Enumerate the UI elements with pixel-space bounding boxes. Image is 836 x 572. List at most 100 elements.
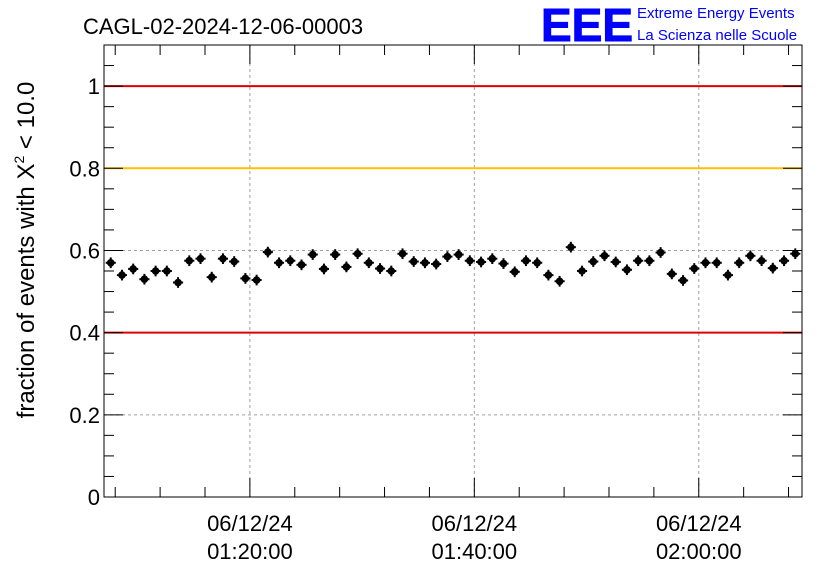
data-point [778, 255, 790, 267]
y-tick-label: 1 [88, 74, 100, 99]
marker [544, 271, 553, 279]
data-point [296, 259, 307, 271]
x-tick-label-date: 06/12/24 [207, 511, 293, 536]
data-point [722, 269, 733, 281]
y-tick-label: 0.6 [69, 238, 100, 263]
marker [477, 258, 485, 266]
marker [297, 261, 306, 269]
data-point [330, 249, 341, 260]
data-point [588, 256, 599, 267]
marker [567, 243, 575, 251]
data-point [229, 256, 240, 267]
data-point [745, 250, 756, 262]
marker [712, 258, 721, 267]
data-point [689, 263, 700, 274]
marker [780, 256, 788, 265]
marker [634, 256, 642, 265]
marker [701, 258, 710, 267]
y-tick-label: 0.8 [69, 156, 100, 181]
data-point [487, 253, 498, 265]
data-point [386, 265, 397, 277]
marker [342, 263, 351, 271]
marker [421, 258, 429, 267]
data-point [397, 248, 408, 260]
marker [724, 271, 732, 279]
marker [769, 264, 777, 272]
x-tick-label-date: 06/12/24 [656, 511, 742, 536]
marker [432, 260, 440, 268]
marker [488, 254, 497, 263]
data-point [173, 277, 184, 288]
data-point [431, 258, 442, 270]
data-point [509, 266, 520, 278]
marker [578, 267, 586, 275]
marker [757, 256, 766, 265]
marker [320, 265, 328, 273]
data-point [464, 255, 475, 267]
data-point [217, 253, 229, 265]
marker [264, 248, 272, 256]
data-point [128, 263, 139, 275]
marker [118, 271, 126, 279]
data-point [711, 257, 722, 269]
eee-logo: EEE Extreme Energy Events La Scienza nel… [541, 0, 798, 52]
marker [129, 265, 137, 273]
data-point [599, 250, 610, 262]
marker [230, 257, 238, 266]
y-axis-label: fraction of events with X2 < 10.0 [11, 82, 40, 419]
y-tick-label: 0.2 [69, 403, 100, 428]
marker [387, 267, 396, 275]
marker [510, 268, 519, 276]
y-axis-label-suffix: < 10.0 [13, 82, 40, 156]
reference-lines [104, 85, 802, 334]
data-point [419, 257, 430, 269]
x-tick-label-time: 01:20:00 [207, 539, 293, 564]
data-point [184, 255, 195, 267]
data-point [363, 257, 374, 269]
marker [668, 270, 676, 278]
data-point [666, 268, 677, 280]
marker [308, 250, 317, 259]
marker [454, 250, 463, 259]
eee-logo-mark: EEE [541, 0, 633, 51]
marker [185, 256, 194, 265]
data-point [767, 262, 778, 274]
marker [286, 256, 295, 265]
marker [656, 248, 665, 257]
marker [555, 277, 564, 286]
y-tick-labels: 0 0.2 0.4 0.6 0.8 1 [69, 74, 100, 510]
chart-title: CAGL-02-2024-12-06-00003 [83, 14, 363, 39]
data-point [442, 251, 453, 262]
data-point [734, 257, 745, 269]
marker [163, 267, 171, 275]
data-point [498, 258, 509, 269]
marker [219, 254, 227, 263]
data-point [240, 273, 251, 284]
data-point [274, 257, 285, 269]
marker [196, 254, 205, 263]
data-point [476, 256, 487, 268]
marker [331, 250, 339, 259]
data-points [105, 241, 801, 288]
data-point [700, 257, 711, 269]
marker [365, 258, 373, 267]
marker [275, 258, 283, 267]
grid [104, 45, 802, 497]
marker [409, 257, 418, 266]
data-point [161, 265, 172, 277]
marker [522, 256, 530, 265]
data-point [543, 269, 554, 281]
marker [690, 264, 699, 273]
data-point [554, 275, 565, 287]
marker [353, 249, 362, 258]
eee-logo-line1: Extreme Energy Events [637, 5, 795, 22]
data-point [577, 265, 588, 277]
marker [252, 276, 261, 284]
marker [151, 267, 160, 275]
marker [398, 249, 407, 258]
marker [746, 251, 755, 260]
eee-logo-line2: La Scienza nelle Scuole [637, 27, 797, 44]
data-point [375, 263, 386, 274]
marker [645, 256, 654, 265]
axes [103, 44, 803, 498]
